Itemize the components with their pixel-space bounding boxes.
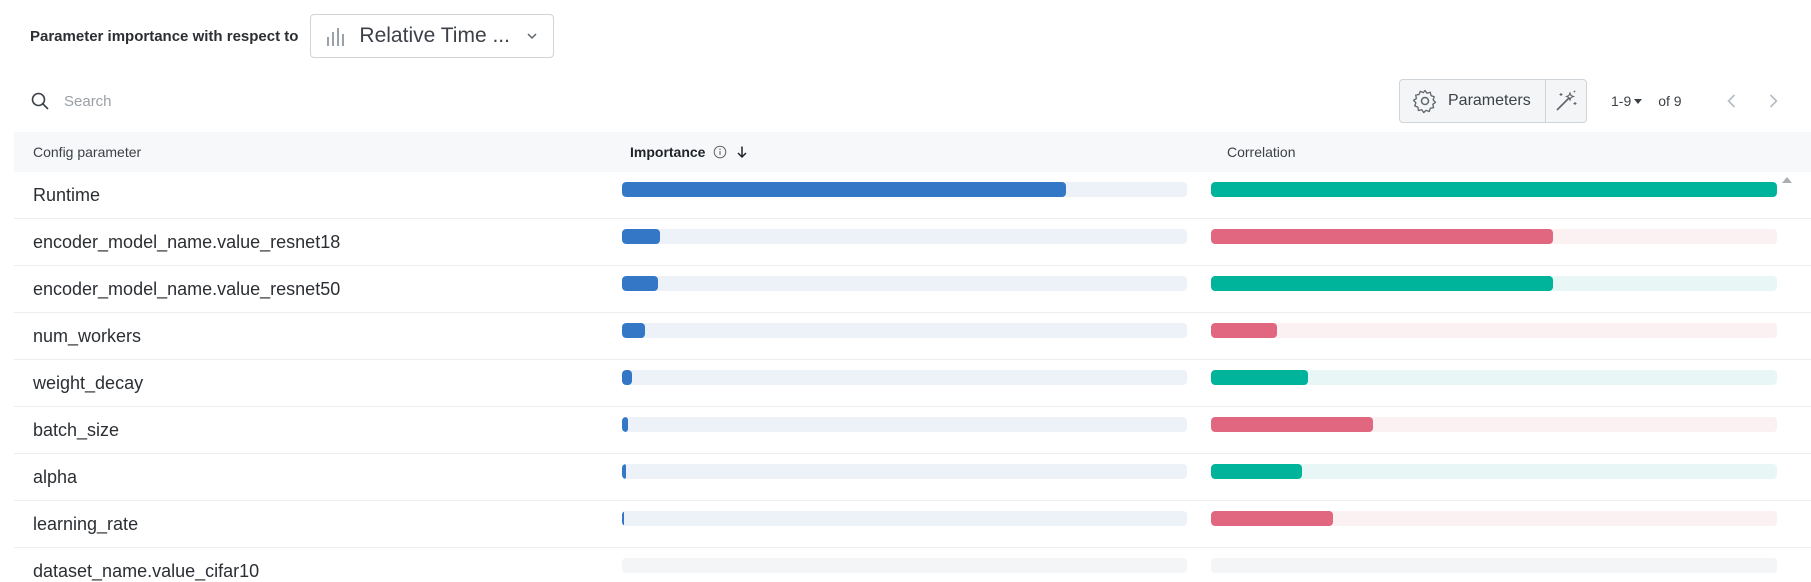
correlation-bar-fill — [1211, 229, 1554, 244]
table-row[interactable]: Runtime — [14, 172, 1811, 219]
chevron-down-icon — [527, 33, 537, 40]
bar-chart-icon — [327, 26, 347, 46]
correlation-bar-fill — [1211, 464, 1303, 479]
parameter-table: Config parameter Importance Correlation … — [14, 132, 1811, 582]
column-header-config-label: Config parameter — [33, 144, 142, 160]
importance-bar-fill — [622, 323, 645, 338]
importance-bar — [622, 276, 1187, 291]
importance-bar — [622, 558, 1187, 573]
parameters-button-label: Parameters — [1448, 92, 1531, 109]
chevron-left-icon[interactable] — [1722, 91, 1742, 111]
correlation-bar-fill — [1211, 182, 1777, 197]
gear-icon — [1412, 89, 1437, 114]
importance-bar-fill — [622, 229, 660, 244]
column-header-importance-label: Importance — [630, 144, 706, 160]
importance-bar-fill — [622, 511, 624, 526]
search-box — [30, 79, 466, 123]
header-row: Parameter importance with respect to Rel… — [30, 13, 555, 59]
importance-bar — [622, 229, 1187, 244]
table-row[interactable]: learning_rate — [14, 501, 1811, 548]
column-header-correlation-label: Correlation — [1227, 144, 1296, 160]
table-body: Runtime encoder_model_name.value_resnet18… — [14, 172, 1811, 582]
pagination: 1-9 of 9 — [1611, 79, 1682, 123]
info-icon[interactable] — [713, 145, 727, 159]
importance-bar — [622, 511, 1187, 526]
metric-dropdown[interactable]: Relative Time ... — [310, 14, 555, 58]
importance-bar — [622, 464, 1187, 479]
importance-bar — [622, 323, 1187, 338]
page-total: of 9 — [1658, 93, 1682, 109]
metric-dropdown-value: Relative Time ... — [359, 24, 510, 47]
correlation-bar — [1211, 417, 1777, 432]
search-icon — [31, 92, 49, 110]
parameter-name: alpha — [33, 466, 78, 487]
correlation-bar — [1211, 182, 1777, 197]
magic-wand-icon — [1556, 90, 1577, 111]
correlation-bar — [1211, 323, 1777, 338]
parameter-name: batch_size — [33, 419, 120, 440]
parameter-name: dataset_name.value_cifar10 — [33, 560, 260, 581]
importance-bar-fill — [622, 370, 633, 385]
table-row[interactable]: encoder_model_name.value_resnet50 — [14, 266, 1811, 313]
correlation-bar-fill — [1211, 323, 1278, 338]
correlation-bar — [1211, 464, 1777, 479]
table-row[interactable]: alpha — [14, 454, 1811, 501]
importance-bar-fill — [622, 182, 1066, 197]
importance-bar-fill — [622, 417, 628, 432]
header-label: Parameter importance with respect to — [30, 27, 299, 45]
importance-bar — [622, 417, 1187, 432]
chevron-right-icon[interactable] — [1763, 91, 1783, 111]
parameters-button-group: Parameters — [1399, 79, 1587, 123]
column-header-config: Config parameter — [33, 132, 141, 172]
correlation-bar — [1211, 370, 1777, 385]
table-row[interactable]: num_workers — [14, 313, 1811, 360]
parameter-name: num_workers — [33, 325, 142, 346]
scrollbar[interactable] — [1778, 172, 1796, 582]
column-header-importance[interactable]: Importance — [630, 132, 749, 172]
table-row[interactable]: weight_decay — [14, 360, 1811, 407]
importance-bar-fill — [622, 464, 626, 479]
column-header-correlation: Correlation — [1227, 132, 1295, 172]
table-header: Config parameter Importance Correlation — [14, 132, 1811, 172]
table-row[interactable]: batch_size — [14, 407, 1811, 454]
correlation-bar-fill — [1211, 417, 1373, 432]
parameter-name: weight_decay — [33, 372, 144, 393]
correlation-bar-fill — [1211, 370, 1308, 385]
correlation-bar — [1211, 511, 1777, 526]
page-range: 1-9 — [1611, 93, 1632, 109]
page-size-dropdown[interactable]: 1-9 — [1611, 93, 1643, 109]
toolbar: Parameters 1-9 of 9 — [0, 79, 1811, 123]
correlation-bar — [1211, 229, 1777, 244]
table-row[interactable]: encoder_model_name.value_resnet18 — [14, 219, 1811, 266]
correlation-bar — [1211, 276, 1777, 291]
importance-bar-fill — [622, 276, 659, 291]
search-input[interactable] — [62, 91, 466, 111]
correlation-bar-fill — [1211, 276, 1554, 291]
caret-down-icon — [1634, 98, 1643, 104]
importance-bar — [622, 370, 1187, 385]
table-row[interactable]: dataset_name.value_cifar10 — [14, 548, 1811, 582]
parameter-name: encoder_model_name.value_resnet18 — [33, 231, 341, 252]
parameter-name: encoder_model_name.value_resnet50 — [33, 278, 341, 299]
parameters-button[interactable]: Parameters — [1400, 80, 1546, 122]
parameter-name: learning_rate — [33, 513, 139, 534]
correlation-bar — [1211, 558, 1777, 573]
scroll-up-arrow-icon — [1782, 177, 1792, 183]
sort-descending-icon[interactable] — [735, 145, 749, 159]
auto-select-button[interactable] — [1546, 80, 1586, 122]
parameter-name: Runtime — [33, 184, 101, 205]
correlation-bar-fill — [1211, 511, 1334, 526]
importance-bar — [622, 182, 1187, 197]
